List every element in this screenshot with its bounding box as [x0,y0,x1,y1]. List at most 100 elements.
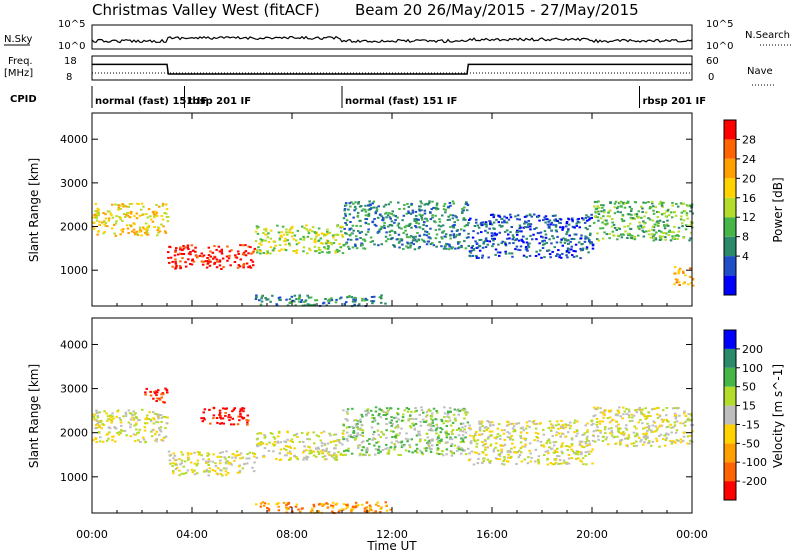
power-cell [435,245,438,248]
velocity-cell [329,440,333,443]
velocity-cell [558,462,561,465]
power-cell [597,213,601,216]
velocity-cell [534,431,538,434]
velocity-cell [462,422,465,425]
velocity-cell [216,455,220,458]
power-cell [140,208,143,211]
velocity-cell [684,415,688,417]
velocity-cell [373,417,376,420]
velocity-cell [534,460,537,463]
velocity-cell [310,507,314,510]
power-cell [292,250,295,253]
velocity-cell [215,472,218,475]
velocity-cell [207,458,210,461]
nsearch-tick-bottom: 10^0 [706,41,733,52]
power-cell [651,219,655,222]
velocity-cell [387,451,391,454]
power-cell [552,237,555,240]
velocity-cell [386,447,389,450]
velocity-cell [463,411,467,414]
power-cell [343,302,347,305]
velocity-cell [464,413,468,416]
power-cell [241,253,245,256]
power-cell [314,250,317,253]
velocity-cell [385,423,388,426]
power-cell [549,256,552,259]
power-cell [328,231,332,234]
power-cell [636,216,640,219]
power-cell [361,297,364,300]
power-cell [285,298,288,301]
power-cell [543,230,547,233]
velocity-cell [106,420,109,422]
velocity-cell [355,505,358,508]
velocity-cell [161,400,165,403]
power-cell [213,256,217,259]
beam-info: Beam 20 26/May/2015 - 27/May/2015 [355,1,639,19]
power-cell [332,236,335,239]
velocity-cell [397,454,400,456]
power-cell [98,220,101,223]
velocity-cell [409,425,412,427]
velocity-cell [308,452,311,455]
power-cell [688,239,691,242]
power-cell [475,242,479,245]
velocity-cell [400,427,403,430]
velocity-cell [168,459,172,462]
power-cell [249,266,253,269]
power-cell [136,202,139,205]
velocity-cell [242,407,246,410]
power-cell [255,294,258,297]
power-cell [658,239,662,241]
velocity-cell [231,410,234,413]
power-cell [234,254,237,257]
velocity-cell [306,438,309,441]
velocity-cell [315,447,318,450]
velocity-cell [202,417,205,420]
power-cell [190,263,194,266]
velocity-cell [400,446,404,449]
power-cell [300,299,304,302]
velocity-cell [492,424,495,427]
velocity-cell [100,427,103,430]
velocity-cell [160,393,163,396]
power-cell [332,242,336,244]
cpid-segment-label: normal (fast) 151 IF [345,96,457,107]
power-cell [463,206,466,209]
velocity-cell [560,425,563,428]
velocity-cell [501,462,504,465]
velocity-cell [555,431,559,434]
power-cell [147,226,150,229]
power-cell [654,237,657,240]
velocity-cell [678,414,681,417]
power-cell [344,204,348,207]
power-cell [380,297,383,300]
velocity-cell [393,446,397,449]
velocity-cell [144,418,147,421]
power-cell [407,210,410,213]
velocity-cell [569,424,572,427]
velocity-cell [295,503,299,506]
power-cell [336,234,340,236]
velocity-cell [561,427,565,429]
power-cell [654,206,657,209]
velocity-cell [414,407,417,409]
velocity-cell [361,429,365,432]
power-cell [309,296,313,299]
velocity-cell [230,423,233,426]
velocity-cell [584,442,588,445]
power-cell [367,204,370,207]
velocity-cell [389,407,392,410]
power-cell [295,239,298,242]
power-cell [690,231,693,234]
velocity-cell [219,455,223,458]
power-cell [608,215,611,218]
velocity-cell [403,443,406,446]
power-cell [400,238,403,241]
power-cell [389,201,392,204]
velocity-cell [358,444,361,447]
velocity-cell [346,439,349,442]
power-cell [472,230,475,233]
velocity-cell [100,419,103,422]
velocity-cell [368,442,371,445]
